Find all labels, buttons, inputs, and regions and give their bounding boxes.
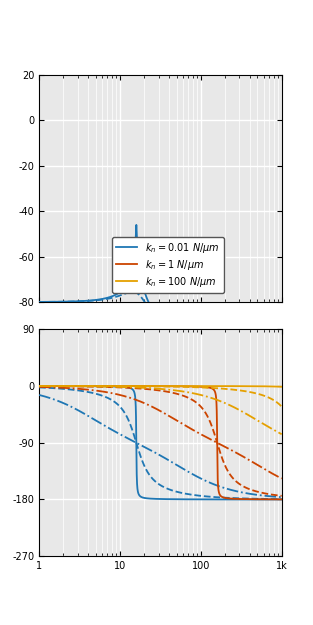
$k_n = 1\ N/\mu m$	[52, 389, 55, 396]
Line: $k_n = 100\ N/\mu m$: $k_n = 100\ N/\mu m$	[39, 474, 282, 484]
$k_n = 0.01\ N/\mu m$	[37, 298, 41, 306]
$k_n = 0.01\ N/\mu m$	[47, 298, 51, 306]
$k_n = 1\ N/\mu m$	[37, 389, 41, 396]
$k_n = 100\ N/\mu m$	[37, 480, 41, 488]
$k_n = 100\ N/\mu m$	[52, 480, 55, 488]
$k_n = 100\ N/\mu m$	[85, 480, 89, 488]
$k_n = 1\ N/\mu m$	[280, 461, 284, 469]
$k_n = 1\ N/\mu m$	[47, 389, 51, 396]
$k_n = 1\ N/\mu m$	[38, 389, 42, 396]
Line: $k_n = 0.01\ N/\mu m$: $k_n = 0.01\ N/\mu m$	[39, 225, 282, 465]
$k_n = 0.01\ N/\mu m$	[85, 297, 89, 304]
Line: $k_n = 1\ N/\mu m$: $k_n = 1\ N/\mu m$	[39, 316, 282, 465]
$k_n = 0.01\ N/\mu m$	[156, 316, 160, 323]
$k_n = 0.01\ N/\mu m$	[280, 461, 284, 469]
$k_n = 100\ N/\mu m$	[280, 470, 284, 478]
$k_n = 100\ N/\mu m$	[156, 480, 160, 488]
$k_n = 0.01\ N/\mu m$	[52, 298, 55, 306]
$k_n = 1\ N/\mu m$	[267, 446, 271, 454]
$k_n = 0.01\ N/\mu m$	[267, 447, 271, 454]
$k_n = 1\ N/\mu m$	[85, 389, 89, 396]
$k_n = 1\ N/\mu m$	[156, 388, 160, 396]
$k_n = 100\ N/\mu m$	[38, 480, 42, 488]
$k_n = 100\ N/\mu m$	[47, 480, 51, 488]
$k_n = 1\ N/\mu m$	[215, 312, 219, 319]
$k_n = 100\ N/\mu m$	[267, 476, 271, 483]
$k_n = 0.01\ N/\mu m$	[38, 298, 42, 306]
$k_n = 0.01\ N/\mu m$	[134, 221, 138, 229]
Legend: $k_n = 0.01\ N/\mu m$, $k_n = 1\ N/\mu m$, $k_n = 100\ N/\mu m$: $k_n = 0.01\ N/\mu m$, $k_n = 1\ N/\mu m…	[112, 237, 223, 292]
